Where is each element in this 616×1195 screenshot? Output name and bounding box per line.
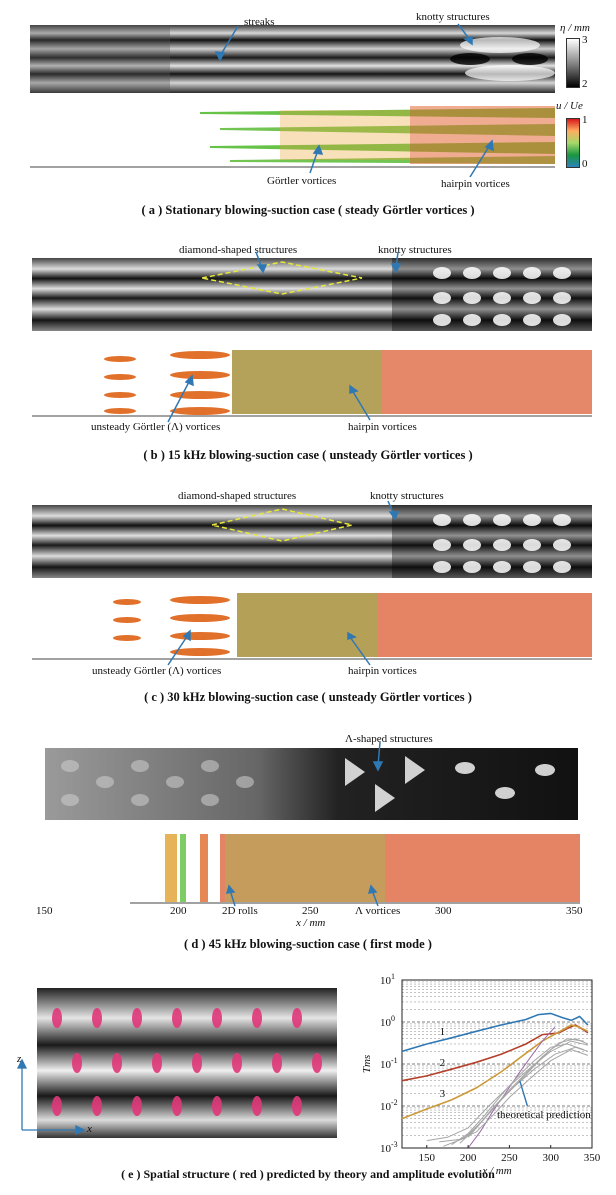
eta-colorbar-max: 3 [582,34,588,46]
annotation-knotty-b: knotty structures [378,244,452,256]
series-line-3 [401,1024,589,1120]
panel-d-tick-250: 250 [302,905,319,917]
lambda-surface [45,748,578,820]
x-tick-label: 350 [584,1152,601,1164]
x-tick-label: 150 [419,1152,436,1164]
annotation-2d-rolls: 2D rolls [222,905,258,917]
y-tick-label: 10-1 [380,1056,398,1071]
annotation-diamond-c: diamond-shaped structures [178,490,297,502]
panel-e-x-label: x [87,1123,92,1135]
panel-d-vortex-field [130,832,580,904]
panel-d-tick-150: 150 [36,905,53,917]
y-tick-label: 10-2 [380,1098,398,1113]
series-label-2: 2 [440,1057,446,1069]
annotation-arrow [519,1080,529,1107]
panel-c-arrows [167,500,400,666]
u-colorbar-max: 1 [582,114,588,126]
panel-d-tick-350: 350 [566,905,583,917]
series-line-1 [401,1012,589,1053]
caption-panel-b: ( b ) 15 kHz blowing-suction case ( unst… [143,448,473,462]
annotation-hairpin-vortices-a: hairpin vortices [441,178,510,190]
u-colorbar [566,118,580,168]
u-colorbar-label: u / Ue [556,100,583,112]
chart-annotation: theoretical prediction [497,1109,591,1121]
caption-panel-a: ( a ) Stationary blowing-suction case ( … [141,203,475,217]
series-label-1: 1 [440,1026,446,1038]
annotation-lambda-shaped: Λ-shaped structures [345,733,433,745]
panel-a-vortex-field [30,100,555,168]
series-line-gray-5 [426,1040,589,1142]
series-label-3: 3 [440,1088,446,1100]
annotation-hairpin-c: hairpin vortices [348,665,417,677]
panel-e-z-label: z [17,1053,22,1065]
panel-b-arrows [167,251,402,423]
panel-a-arrows [214,23,494,178]
chart-ylabel: Tms [361,1055,373,1073]
panel-c-height-field [32,505,592,578]
x-tick-label: 200 [460,1152,477,1164]
y-tick-label: 100 [380,1014,395,1029]
panel-d-tick-300: 300 [435,905,452,917]
annotation-diamond-b: diamond-shaped structures [179,244,298,256]
annotation-lambda-vortices: Λ vortices [355,905,401,917]
series-line-gray-4 [451,1043,584,1146]
annotation-unsteady-gortler-b: unsteady Görtler (Λ) vortices [91,421,221,433]
x-tick-label: 300 [542,1152,559,1164]
panel-d-xlabel: x / mm [296,917,326,929]
annotation-unsteady-gortler-c: unsteady Görtler (Λ) vortices [92,665,222,677]
caption-panel-d: ( d ) 45 kHz blowing-suction case ( firs… [184,937,432,951]
panel-c-vortex-field [32,590,592,660]
eta-colorbar [566,38,580,88]
series-line-gray-8 [467,1038,584,1138]
panel-d-tick-200: 200 [170,905,187,917]
amplitude-evolution-chart: 1 2 3 150 200 250 300 350 101 100 10-1 10-2 10-3 x / … [361,972,601,1177]
annotation-knotty-structures-a: knotty structures [416,11,490,23]
annotation-streaks: streaks [244,16,275,28]
unsteady-vortex-surface-c [32,590,592,660]
caption-panel-c: ( c ) 30 kHz blowing-suction case ( unst… [144,690,472,704]
chart-frame [401,979,593,1149]
annotation-knotty-c: knotty structures [370,490,444,502]
spatial-structure-image [37,988,337,1138]
x-tick-label: 250 [501,1152,518,1164]
diamond-surface-b [32,258,592,331]
y-tick-label: 101 [380,972,395,987]
series-line-gray-9 [439,1049,589,1143]
first-mode-vortex-surface [130,832,580,904]
unsteady-vortex-surface-b [32,347,592,417]
u-colorbar-min: 0 [582,158,588,170]
series-line-gray-6 [443,1046,589,1147]
eta-colorbar-label: η / mm [560,22,590,34]
panel-d-arrows [225,741,384,907]
panel-e-axes [16,1058,86,1136]
chart-xlabel: x / mm [481,1165,511,1177]
gortler-vortex-surface [30,100,555,168]
panel-e-spatial-structure [37,988,337,1138]
panel-d-height-field [45,748,578,820]
predicted-structure-markers [52,1008,322,1116]
annotation-gortler-vortices: Görtler vortices [267,175,337,187]
panel-b-height-field [32,258,592,331]
panel-b-vortex-field [32,347,592,417]
eta-colorbar-min: 2 [582,78,588,90]
diamond-surface-c [32,505,592,578]
annotation-hairpin-b: hairpin vortices [348,421,417,433]
caption-panel-e: ( e ) Spatial structure ( red ) predicte… [121,1167,495,1181]
y-tick-label: 10-3 [380,1140,398,1155]
